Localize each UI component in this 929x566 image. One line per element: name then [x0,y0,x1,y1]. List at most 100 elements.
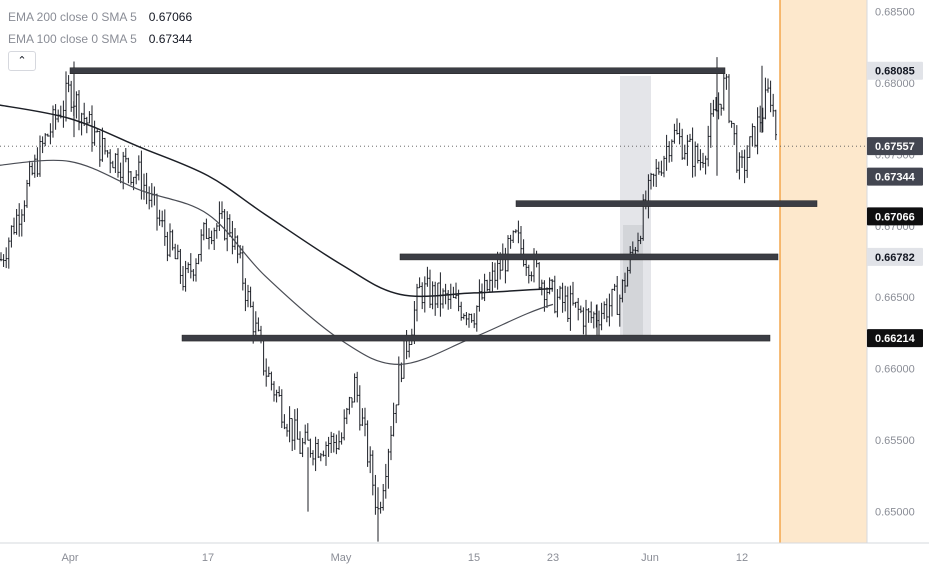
candle [428,269,432,309]
candle [44,133,47,147]
candle [675,118,679,135]
candle [387,448,390,489]
candle [486,279,489,292]
candle [691,127,694,178]
candle [340,432,343,445]
candle [597,310,601,337]
candle [278,386,281,397]
horizontal-zone-1[interactable] [69,67,726,74]
candle [582,307,585,335]
x-tick-label: Apr [61,552,78,564]
candle [7,237,10,269]
legend-collapse-button[interactable]: ⌃ [8,51,36,71]
candle [766,78,770,93]
candle [181,265,185,291]
candle [727,74,731,124]
candle [623,272,627,293]
candle [561,282,564,313]
candle [270,371,273,391]
candle [83,102,86,127]
candle [470,313,473,323]
horizontal-zone-4[interactable] [181,334,771,342]
candle [738,152,741,180]
legend-ema200-value: 0.67066 [148,10,193,24]
candle [257,317,260,332]
candle [124,148,127,163]
horizontal-zone-3[interactable] [399,253,779,261]
candle [512,230,515,243]
candle [441,288,445,309]
legend-ema100-label: EMA 100 close 0 SMA 5 [8,32,137,46]
candle [148,186,151,210]
candle [478,279,481,312]
ema100-line [0,159,554,365]
legend-row-ema100[interactable]: EMA 100 close 0 SMA 5 0.67344 [8,28,192,50]
y-tick-label: 0.68500 [875,6,915,18]
candle [603,301,606,320]
candle [5,247,8,269]
candle [699,149,702,171]
candle [514,229,517,234]
candle [369,446,372,474]
price-badge: 0.67557 [867,137,923,156]
candle [335,434,338,455]
candle [545,287,549,309]
x-tick-label: 23 [547,552,559,564]
candle [25,179,29,208]
candle [192,269,195,282]
candle [551,279,554,292]
candle [241,245,244,291]
candle [733,122,736,146]
candle [527,264,530,284]
candle [153,186,156,206]
svg-text:0.66782: 0.66782 [875,252,915,264]
candle [395,404,398,424]
candle [686,134,689,166]
candle [519,226,523,258]
horizontal-zone-2[interactable] [515,200,818,207]
candle [662,155,666,178]
candle [759,105,762,133]
y-tick-label: 0.68000 [875,78,915,90]
candle [415,283,419,322]
candle [753,126,757,148]
candle [454,282,458,299]
candle [12,217,16,235]
candle [449,283,452,309]
candle [189,253,192,279]
future-time-zone [780,0,867,543]
candle [249,286,252,308]
candle [371,450,374,496]
candle [174,243,177,260]
candle [93,120,96,146]
legend-row-ema200[interactable]: EMA 200 close 0 SMA 5 0.67066 [8,6,192,28]
candle [337,430,341,450]
svg-text:0.67344: 0.67344 [875,172,916,184]
price-axis[interactable] [867,0,929,566]
candle [96,129,99,133]
candle [553,275,556,314]
candle [670,139,673,162]
chevron-up-icon: ⌃ [17,55,27,67]
candle [480,283,484,300]
candle [49,123,52,145]
candle [379,501,382,514]
candle [343,409,346,441]
candle [402,336,406,379]
candle [197,253,200,265]
price-badge: 0.66214 [867,329,923,348]
candle [751,123,754,147]
candle [213,227,216,251]
candle [285,423,289,437]
candle [298,431,302,455]
candle [712,99,715,117]
candle [223,209,226,241]
candle [688,133,692,143]
y-tick-label: 0.65000 [875,507,915,519]
candle [15,208,18,235]
candle [207,228,211,250]
price-badge: 0.67066 [867,207,923,226]
candle [176,244,179,260]
candle [444,283,447,305]
